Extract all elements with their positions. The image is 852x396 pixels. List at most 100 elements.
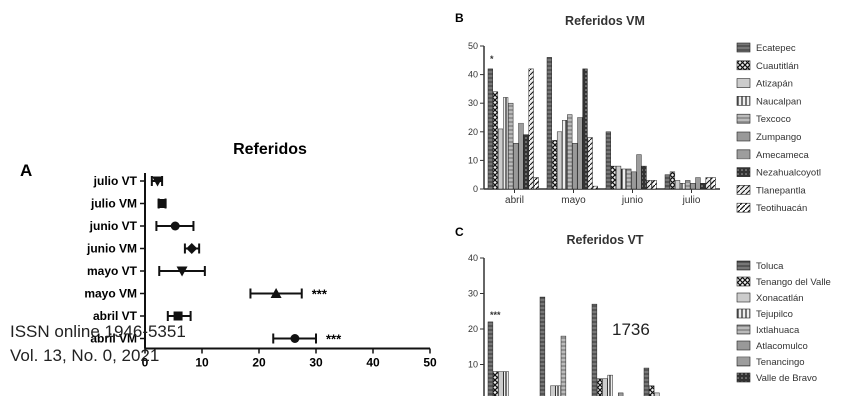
panel-a-x-tick-label: 0 — [142, 356, 149, 370]
panel-a-x-tick-label: 30 — [309, 356, 323, 370]
panel-b-y-tick-label: 10 — [468, 155, 478, 165]
panel-b-bar — [487, 68, 493, 190]
panel-a-category-label: junio VM — [86, 242, 137, 256]
panel-b-bar — [651, 180, 657, 190]
panel-b-y-tick-label: 20 — [468, 127, 478, 137]
legend-swatch — [736, 167, 751, 177]
legend-swatch — [736, 78, 751, 88]
panel-a-point — [173, 311, 183, 321]
panel-b-bar — [592, 185, 598, 190]
panel-c-y-tick-label: 20 — [468, 324, 478, 334]
legend-entry: Valle de Bravo — [756, 373, 817, 384]
legend-swatch — [736, 292, 751, 303]
panel-a-significance: *** — [326, 332, 342, 347]
panel-a-category-label: mayo VT — [87, 264, 138, 278]
panel-b-bar — [705, 177, 711, 190]
panel-c-bar — [591, 303, 598, 396]
legend-swatch — [736, 60, 751, 71]
legend-entry: Toluca — [756, 261, 784, 272]
panel-c-bar — [602, 378, 608, 396]
panel-b-bar — [674, 180, 681, 190]
panel-c-bar — [560, 335, 567, 396]
legend-entry: Atlacomulco — [756, 341, 808, 352]
panel-b-bar — [546, 57, 552, 190]
panel-b-bar — [610, 165, 617, 190]
panel-b-bar — [685, 180, 691, 190]
panel-c-bar — [503, 371, 509, 396]
panel-a-x-tick-label: 50 — [423, 356, 437, 370]
panel-b-bar — [636, 154, 642, 190]
panel-a-point — [290, 334, 300, 343]
panel-b-bar — [497, 128, 504, 190]
panel-c-y-tick-label: 40 — [468, 253, 478, 263]
panel-b-category-label: mayo — [561, 195, 586, 206]
panel-b-bar — [523, 134, 529, 190]
panel-a-point — [152, 176, 164, 187]
panel-b-bar — [605, 131, 611, 190]
panel-a-point — [176, 266, 188, 277]
panel-b-bar — [572, 142, 578, 190]
panel-c-bar — [498, 371, 504, 396]
panel-a-category-label: abril VM — [90, 332, 137, 346]
panel-b-bar — [503, 97, 509, 190]
legend-entry: Tejupilco — [756, 309, 793, 320]
panel-c-bar — [550, 385, 556, 396]
panel-label-a: A — [20, 161, 32, 180]
panel-b-bar — [582, 68, 588, 190]
panel-a-category-label: mayo VM — [84, 287, 137, 301]
legend-swatch — [736, 356, 751, 367]
panel-b-bar — [680, 183, 686, 190]
panel-b-bar — [700, 183, 706, 190]
legend-entry: Tlanepantla — [756, 185, 806, 196]
panel-c-bar — [607, 374, 613, 396]
panel-b-y-tick-label: 30 — [468, 98, 478, 108]
panel-b-category-label: julio — [682, 195, 701, 206]
panel-a-point — [186, 243, 198, 254]
panel-a-category-label: julio VM — [90, 197, 137, 211]
panel-b-bar — [615, 165, 622, 190]
panel-c-bar — [649, 385, 655, 396]
panel-b-bar — [641, 165, 647, 190]
legend-swatch — [736, 324, 751, 335]
panel-b-y-tick-label: 40 — [468, 70, 478, 80]
legend-swatch — [736, 131, 751, 142]
panel-b-bar — [513, 142, 519, 190]
legend-swatch — [736, 276, 751, 287]
panel-b-bar — [669, 171, 676, 190]
panel-c-title: Referidos VT — [566, 233, 643, 247]
panel-c-significance: *** — [490, 310, 501, 320]
panel-c-bar — [654, 392, 660, 396]
panel-b-title: Referidos VM — [565, 14, 645, 28]
panel-b-bar — [518, 122, 524, 190]
legend-swatch — [736, 96, 751, 106]
legend-entry: Tenancingo — [756, 357, 805, 368]
legend-swatch — [736, 113, 751, 124]
legend-entry: Tenango del Valle — [756, 277, 831, 288]
legend-swatch — [736, 185, 751, 195]
panel-b-bar — [710, 177, 716, 190]
panel-c-bar — [618, 392, 624, 396]
panel-a-point — [157, 199, 167, 208]
volume-text: Vol. 13, No. 0, 2021 — [10, 346, 160, 365]
panel-a-significance: *** — [312, 287, 328, 302]
panel-b-bar — [556, 131, 563, 190]
panel-b-category-label: abril — [505, 195, 524, 206]
legend-entry: Xonacatlán — [756, 293, 804, 304]
panel-a-point — [270, 288, 282, 298]
panel-b-bar — [528, 68, 534, 190]
legend-entry: Ixtlahuaca — [756, 325, 800, 336]
panel-b-bar — [621, 168, 627, 190]
legend-swatch — [736, 149, 751, 160]
legend-entry: Amecameca — [756, 150, 810, 161]
panel-c-bar — [555, 385, 561, 396]
panel-a-category-label: julio VT — [93, 174, 138, 188]
panel-b-bar — [533, 177, 539, 190]
panel-b-bar — [587, 137, 593, 190]
panel-b-bar — [492, 91, 499, 190]
legend-swatch — [736, 308, 751, 319]
panel-b-bar — [626, 168, 632, 190]
panel-b-significance: * — [490, 54, 494, 64]
issn-text: ISSN online 1946-5351 — [10, 322, 186, 341]
legend-swatch — [736, 42, 751, 53]
panel-b-bar — [567, 114, 573, 190]
